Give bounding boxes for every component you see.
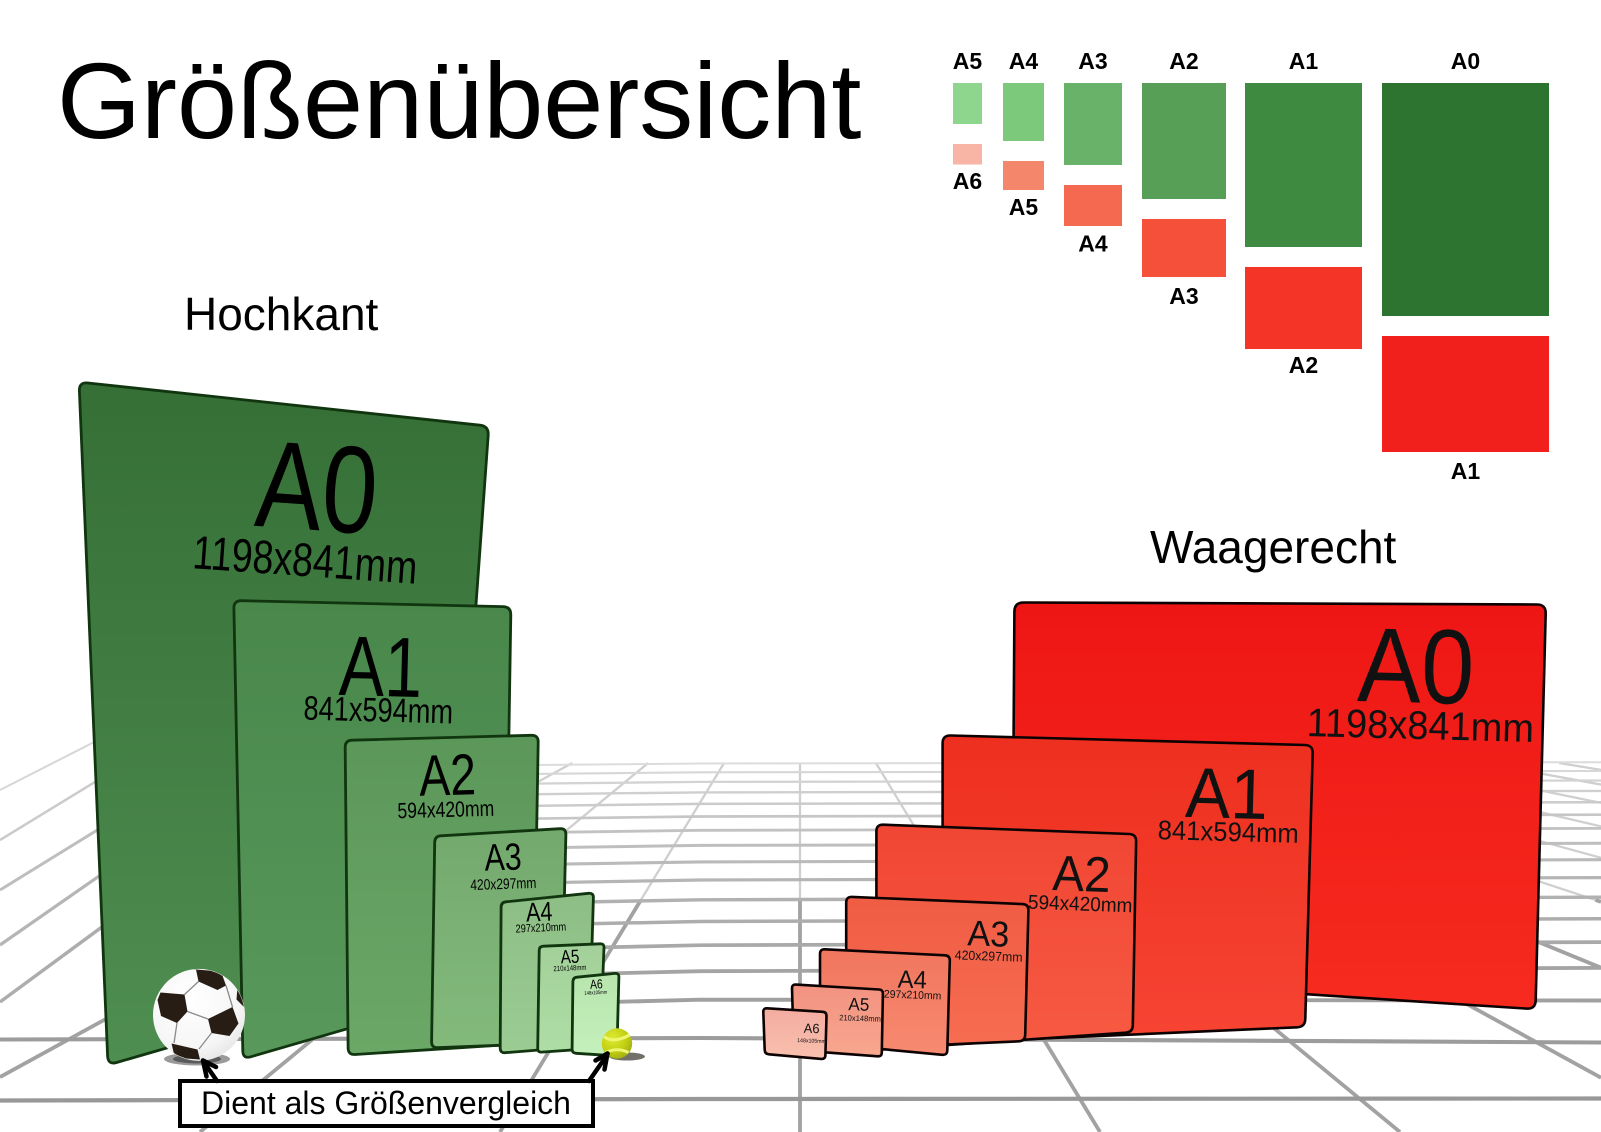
svg-text:A2: A2 — [1169, 48, 1198, 74]
svg-text:A4: A4 — [525, 897, 553, 928]
svg-text:A5: A5 — [953, 48, 983, 74]
svg-text:Dient als Größenvergleich: Dient als Größenvergleich — [201, 1085, 571, 1121]
svg-text:A6: A6 — [590, 977, 604, 992]
svg-text:594x420mm: 594x420mm — [397, 797, 494, 824]
svg-text:A2: A2 — [418, 742, 476, 809]
svg-text:A4: A4 — [897, 966, 927, 995]
svg-text:A1: A1 — [1289, 48, 1319, 74]
svg-text:210x148mm: 210x148mm — [839, 1013, 881, 1024]
svg-text:A2: A2 — [1052, 846, 1112, 903]
svg-text:A2: A2 — [1289, 352, 1318, 378]
svg-text:A3: A3 — [967, 914, 1010, 955]
svg-text:210x148mm: 210x148mm — [553, 964, 587, 973]
svg-text:A5: A5 — [560, 945, 580, 968]
svg-text:A3: A3 — [484, 836, 523, 879]
svg-text:841x594mm: 841x594mm — [303, 689, 454, 732]
svg-text:A6: A6 — [804, 1020, 820, 1036]
svg-text:297x210mm: 297x210mm — [515, 922, 566, 936]
svg-text:148x105mm: 148x105mm — [584, 989, 607, 996]
svg-text:297x210mm: 297x210mm — [884, 988, 942, 1002]
svg-text:A0: A0 — [1356, 606, 1476, 727]
svg-text:A4: A4 — [1078, 231, 1108, 257]
svg-text:420x297mm: 420x297mm — [954, 948, 1022, 965]
svg-text:594x420mm: 594x420mm — [1028, 891, 1133, 917]
svg-text:A1: A1 — [338, 619, 424, 716]
svg-text:148x105mm: 148x105mm — [797, 1038, 826, 1045]
svg-text:A1: A1 — [1451, 458, 1481, 484]
svg-text:A0: A0 — [252, 413, 383, 560]
svg-text:A5: A5 — [848, 994, 870, 1015]
svg-text:A1: A1 — [1184, 752, 1269, 834]
svg-text:A0: A0 — [1451, 48, 1480, 74]
svg-text:420x297mm: 420x297mm — [470, 875, 537, 894]
svg-text:1198x841mm: 1198x841mm — [1306, 701, 1534, 751]
svg-text:Größenübersicht: Größenübersicht — [57, 40, 861, 161]
svg-text:Waagerecht: Waagerecht — [1150, 521, 1397, 573]
svg-text:A3: A3 — [1078, 48, 1107, 74]
svg-text:A5: A5 — [1009, 194, 1039, 220]
svg-text:A3: A3 — [1169, 283, 1198, 309]
svg-text:Hochkant: Hochkant — [184, 288, 379, 340]
svg-text:A6: A6 — [953, 168, 982, 194]
svg-text:841x594mm: 841x594mm — [1157, 815, 1299, 849]
svg-text:A4: A4 — [1009, 48, 1039, 74]
